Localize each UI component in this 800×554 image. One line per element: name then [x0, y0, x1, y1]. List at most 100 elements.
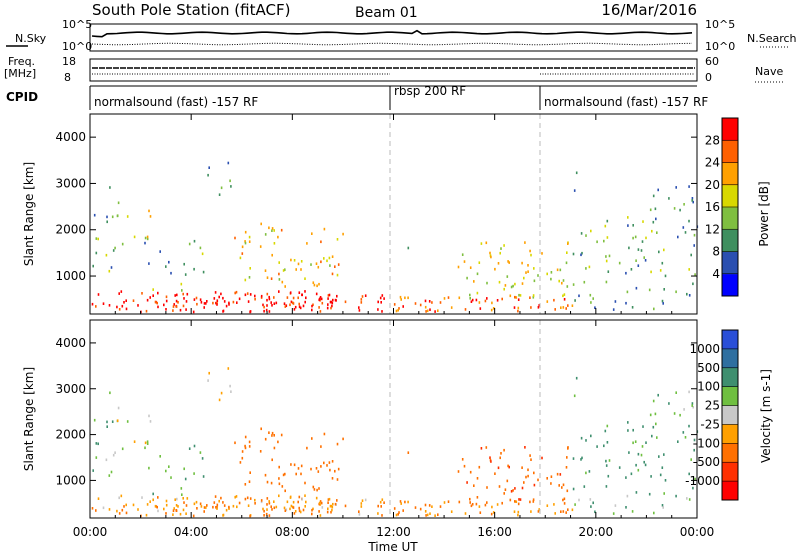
power-cell	[294, 305, 297, 309]
power-cell	[559, 268, 562, 272]
power-cell	[377, 300, 379, 304]
power-cell	[316, 284, 318, 288]
velocity-cell	[304, 505, 306, 508]
power-cbar-swatch	[722, 251, 738, 275]
power-cell	[108, 269, 111, 273]
power-cell	[263, 305, 265, 309]
velocity-cell	[556, 472, 559, 476]
velocity-cbar-swatch	[722, 348, 738, 369]
velocity-cell	[688, 424, 690, 428]
power-cell	[319, 297, 321, 301]
power-cell	[228, 301, 230, 305]
velocity-cbar-tick-label: -1000	[685, 474, 720, 488]
velocity-cell	[216, 507, 218, 510]
velocity-cell	[185, 512, 187, 515]
velocity-cell	[499, 456, 501, 460]
power-cell	[281, 280, 284, 284]
power-cell	[118, 292, 120, 295]
velocity-cell	[183, 467, 185, 471]
velocity-cell	[360, 502, 363, 505]
power-cell	[642, 220, 644, 223]
power-cell	[305, 296, 307, 300]
velocity-cell	[694, 477, 696, 481]
velocity-cell	[249, 514, 251, 518]
velocity-cell	[490, 512, 493, 516]
power-cell	[337, 263, 340, 266]
power-cell	[395, 309, 398, 313]
power-cell	[95, 305, 97, 308]
power-cell	[168, 260, 170, 264]
nsky-tick-bottom: 10^0	[62, 40, 92, 53]
power-cell	[125, 307, 128, 311]
velocity-ylabel: Slant Range [km]	[22, 367, 36, 471]
power-cell	[494, 267, 496, 271]
power-cell	[527, 264, 529, 267]
velocity-cell	[266, 503, 268, 506]
power-cell	[651, 229, 653, 233]
velocity-cell	[559, 473, 562, 476]
power-cell	[683, 203, 685, 206]
velocity-cell	[414, 506, 417, 509]
velocity-cell	[319, 514, 322, 517]
velocity-cell	[173, 507, 175, 510]
power-cell	[270, 301, 272, 304]
power-cell	[323, 227, 326, 231]
power-cell	[428, 300, 431, 303]
y-tick-label: 3000	[55, 382, 86, 396]
velocity-cell	[137, 508, 139, 511]
velocity-cell	[632, 428, 634, 432]
cpid-strip: CPID normalsound (fast) -157 RF rbsp 200…	[6, 84, 708, 110]
velocity-cell	[642, 425, 644, 428]
velocity-cell	[268, 431, 270, 434]
power-cell	[661, 261, 664, 265]
power-cell	[223, 300, 226, 303]
velocity-cell	[175, 504, 178, 507]
power-cell	[218, 193, 221, 196]
velocity-cell	[244, 497, 247, 501]
power-cell	[331, 304, 333, 308]
velocity-cell	[260, 427, 262, 431]
power-cell	[315, 292, 318, 296]
power-cell	[479, 307, 482, 310]
velocity-cell	[318, 487, 320, 490]
power-cell	[118, 308, 121, 311]
velocity-cell	[268, 500, 270, 503]
velocity-cell	[244, 435, 247, 439]
power-cell	[126, 215, 129, 218]
velocity-cell	[594, 510, 596, 514]
velocity-cell	[213, 501, 216, 504]
power-cell	[326, 259, 328, 263]
power-cell	[247, 300, 250, 303]
power-cell	[567, 304, 569, 307]
power-cell	[105, 253, 108, 257]
power-cell	[244, 293, 247, 297]
velocity-cell	[429, 512, 431, 515]
power-cell	[550, 271, 553, 274]
velocity-cell	[321, 506, 324, 509]
velocity-cell	[605, 485, 608, 488]
power-cell	[503, 287, 505, 291]
velocity-cell	[302, 508, 305, 512]
velocity-cell	[628, 451, 630, 454]
power-cell	[627, 216, 629, 219]
velocity-cell	[144, 446, 146, 450]
velocity-cell	[329, 468, 331, 472]
power-cell	[278, 290, 280, 293]
power-cell	[458, 296, 461, 300]
velocity-cell	[692, 486, 694, 490]
power-cell	[336, 238, 339, 241]
velocity-cell	[331, 460, 334, 463]
velocity-cell	[478, 505, 481, 508]
power-cell	[625, 271, 627, 275]
velocity-cell	[218, 499, 220, 503]
velocity-cell	[289, 507, 291, 511]
power-cell	[641, 240, 644, 243]
velocity-cell	[567, 447, 569, 450]
power-cell	[414, 302, 417, 305]
velocity-cell	[235, 495, 238, 498]
velocity-cell	[688, 498, 691, 501]
power-cell	[475, 298, 478, 302]
power-cell	[554, 308, 556, 311]
power-cell	[652, 194, 655, 198]
power-cell	[206, 300, 208, 303]
